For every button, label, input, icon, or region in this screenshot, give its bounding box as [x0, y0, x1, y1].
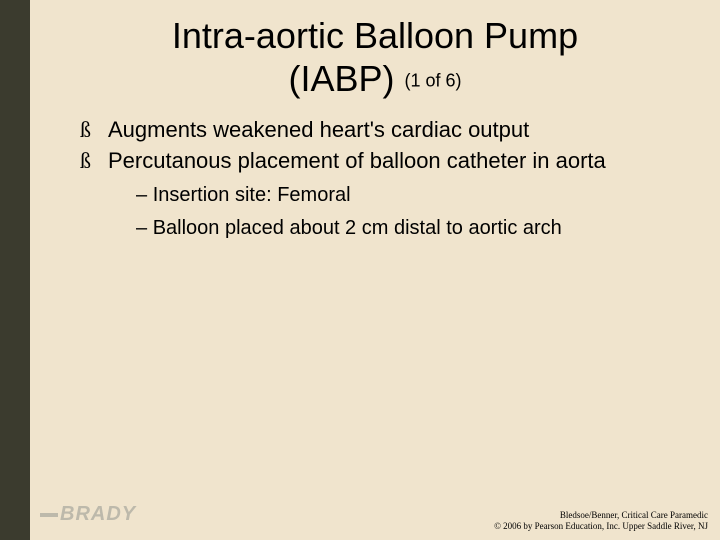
footer-credits: Bledsoe/Benner, Critical Care Paramedic … — [494, 510, 708, 533]
footer-line2: © 2006 by Pearson Education, Inc. Upper … — [494, 521, 708, 532]
slide-pager: (1 of 6) — [405, 71, 462, 91]
title-line1: Intra-aortic Balloon Pump — [172, 15, 578, 56]
brand-text: BRADY — [60, 503, 136, 525]
title-line2: (IABP) — [288, 58, 394, 99]
brand-logo: BRADY — [40, 503, 136, 526]
slide-title: Intra-aortic Balloon Pump (IABP) (1 of 6… — [30, 0, 720, 108]
bullet-text: Insertion site: Femoral — [153, 184, 351, 206]
bullet-level2: – Balloon placed about 2 cm distal to ao… — [80, 215, 690, 242]
bullet-level2: – Insertion site: Femoral — [80, 182, 690, 209]
sidebar-accent — [0, 0, 30, 540]
bullet-text: Augments weakened heart's cardiac output — [108, 117, 529, 142]
bullet-level1: Percutanous placement of balloon cathete… — [80, 147, 690, 176]
bullet-level1: Augments weakened heart's cardiac output — [80, 116, 690, 145]
bullet-text: Balloon placed about 2 cm distal to aort… — [153, 217, 562, 239]
bullet-marker: – — [136, 217, 147, 239]
bullet-list: Augments weakened heart's cardiac output… — [30, 108, 720, 241]
bullet-text: Percutanous placement of balloon cathete… — [108, 148, 606, 173]
brand-bar-icon — [40, 513, 58, 517]
bullet-marker: – — [136, 184, 147, 206]
slide-content: Intra-aortic Balloon Pump (IABP) (1 of 6… — [30, 0, 720, 540]
footer-line1: Bledsoe/Benner, Critical Care Paramedic — [494, 510, 708, 521]
